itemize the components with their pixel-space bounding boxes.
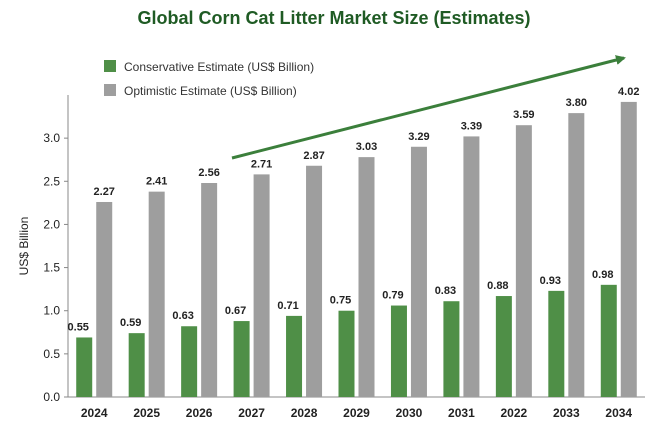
trend-arrow: [231, 55, 626, 160]
x-tick-label: 2029: [343, 406, 370, 420]
data-label-conservative: 0.75: [330, 295, 351, 307]
bars: [76, 101, 637, 398]
bar-conservative: [600, 284, 617, 397]
data-label-optimistic: 4.02: [618, 86, 639, 98]
data-label-conservative: 0.88: [487, 280, 508, 292]
bar-optimistic: [253, 174, 270, 397]
data-label-conservative: 0.83: [435, 285, 456, 297]
legend-swatch-optimistic: [104, 84, 116, 96]
bar-conservative: [233, 321, 250, 397]
data-label-optimistic: 3.29: [408, 131, 429, 143]
legend-label-optimistic: Optimistic Estimate (US$ Billion): [124, 84, 297, 98]
bar-optimistic: [201, 183, 218, 397]
bar-optimistic: [410, 146, 427, 397]
data-label-optimistic: 3.80: [566, 97, 587, 109]
bar-optimistic: [306, 165, 323, 397]
legend-label-conservative: Conservative Estimate (US$ Billion): [124, 60, 314, 74]
x-tick-label: 2022: [501, 406, 528, 420]
x-tick-label: 2027: [238, 406, 265, 420]
bar-optimistic: [463, 136, 480, 397]
y-tick-label: 0.5: [43, 347, 60, 361]
y-tick-label: 3.0: [43, 131, 60, 145]
x-tick-label: 2026: [186, 406, 213, 420]
bar-conservative: [390, 305, 407, 397]
y-axis-label: US$ Billion: [17, 217, 31, 276]
legend: Conservative Estimate (US$ Billion) Optim…: [104, 60, 314, 98]
legend-swatch-conservative: [104, 60, 116, 72]
data-label-conservative: 0.93: [540, 275, 561, 287]
data-label-optimistic: 2.41: [146, 176, 167, 188]
x-tick-label: 2025: [133, 406, 160, 420]
trend-arrow-layer: [231, 55, 626, 160]
bar-optimistic: [568, 113, 585, 398]
x-tick-label: 2028: [291, 406, 318, 420]
x-tick-label: 2034: [605, 406, 632, 420]
data-label-optimistic: 3.03: [356, 141, 377, 153]
bar-conservative: [181, 326, 198, 397]
data-label-conservative: 0.63: [172, 310, 193, 322]
bar-optimistic: [358, 157, 375, 397]
y-tick-label: 2.0: [43, 217, 60, 231]
bar-optimistic: [515, 125, 532, 397]
x-tick-label: 2024: [81, 406, 108, 420]
axes: 0.0 0.5 1.0 1.5 2.0 2.5 3.0 US$ Billion 2024 2025…: [17, 95, 645, 420]
y-tick-label: 1.0: [43, 304, 60, 318]
bar-conservative: [443, 301, 460, 397]
data-label-optimistic: 2.56: [198, 167, 219, 179]
bar-conservative: [495, 296, 512, 397]
data-label-optimistic: 2.71: [251, 158, 272, 170]
bar-conservative: [128, 333, 145, 397]
bar-conservative: [286, 315, 303, 397]
data-label-conservative: 0.98: [592, 269, 613, 281]
y-tick-label: 1.5: [43, 261, 60, 275]
data-labels: 0.55 2.27 0.59 2.41 0.63 2.56 0.67 2.71 0.71 2.87…: [68, 86, 640, 334]
bar-optimistic: [620, 101, 637, 397]
y-tick-label: 2.5: [43, 174, 60, 188]
data-label-optimistic: 2.87: [303, 150, 324, 162]
y-tick-label: 0.0: [43, 390, 60, 404]
bar-conservative: [338, 310, 355, 397]
data-label-conservative: 0.67: [225, 305, 246, 317]
x-tick-label: 2030: [396, 406, 423, 420]
bar-optimistic: [148, 191, 165, 397]
x-tick-label: 2033: [553, 406, 580, 420]
data-label-optimistic: 3.59: [513, 109, 534, 121]
bar-conservative: [548, 290, 565, 397]
x-tick-label: 2031: [448, 406, 475, 420]
data-label-conservative: 0.55: [68, 321, 89, 333]
bar-conservative: [76, 337, 93, 397]
data-label-optimistic: 3.39: [461, 120, 482, 132]
data-label-conservative: 0.59: [120, 317, 141, 329]
data-label-conservative: 0.71: [277, 300, 298, 312]
bar-optimistic: [96, 201, 113, 397]
data-label-conservative: 0.79: [382, 290, 403, 302]
chart-title: Global Corn Cat Litter Market Size (Esti…: [137, 8, 530, 28]
data-label-optimistic: 2.27: [94, 186, 115, 198]
